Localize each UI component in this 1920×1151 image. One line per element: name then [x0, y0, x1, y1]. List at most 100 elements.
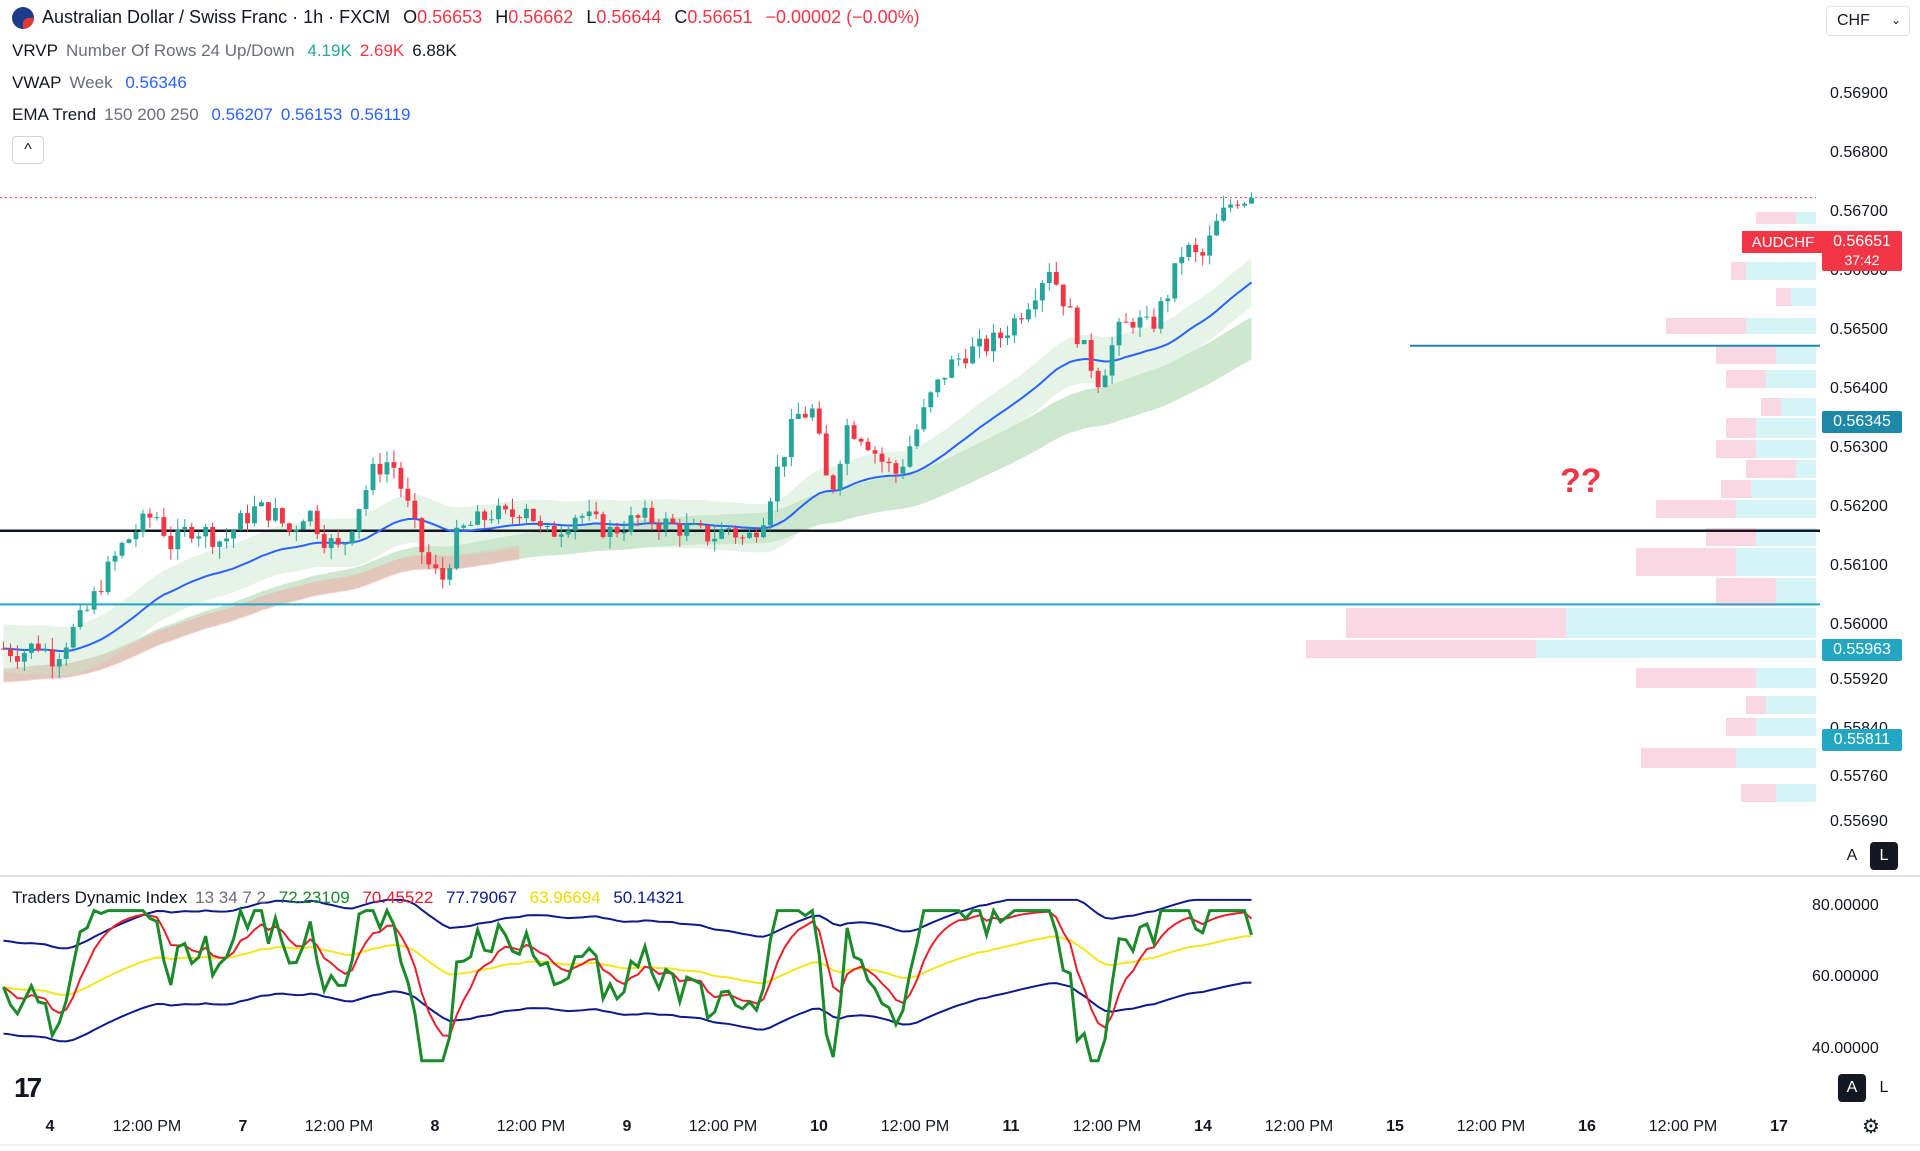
- time-axis-label: 17: [1770, 1118, 1788, 1135]
- tdi-log-scale-button[interactable]: L: [1879, 1079, 1889, 1096]
- vrvp-legend[interactable]: VRVP Number Of Rows 24 Up/Down 4.19K 2.69K…: [12, 40, 465, 62]
- candle-body: [572, 517, 578, 531]
- candle-body: [454, 527, 460, 569]
- currency-select[interactable]: CHF ⌄: [1826, 6, 1910, 36]
- tdi-v5: 50.14321: [613, 888, 685, 907]
- candle-body: [1081, 339, 1087, 345]
- vwap-level-tag: 0.56345: [1822, 411, 1902, 433]
- candle-body: [754, 532, 759, 538]
- candle-body: [370, 463, 376, 491]
- price-axis-label: 0.56700: [1830, 203, 1888, 220]
- vwap-band: [3, 258, 1252, 676]
- candle-body: [1249, 197, 1254, 204]
- price-axis-label: 0.56800: [1830, 144, 1888, 161]
- candle-body: [342, 543, 348, 545]
- candle-body: [767, 501, 773, 526]
- volume-profile-down-bar: [1726, 718, 1756, 736]
- volume-profile-down-bar: [1716, 440, 1756, 458]
- candle-body: [231, 530, 237, 539]
- bar-countdown: 37:42: [1844, 252, 1880, 268]
- candle-body: [405, 488, 411, 501]
- volume-profile-down-bar: [1636, 668, 1756, 688]
- candle-body: [70, 626, 76, 648]
- vrvp-params: Number Of Rows 24 Up/Down: [66, 41, 295, 60]
- candle-body: [328, 538, 334, 549]
- candle-body: [719, 528, 725, 539]
- candle-body: [851, 425, 857, 439]
- candle-body: [1032, 300, 1038, 310]
- volume-profile-down-bar: [1746, 460, 1796, 478]
- candle-body: [649, 507, 655, 524]
- candle-body: [607, 527, 613, 537]
- candle-body: [1207, 235, 1213, 256]
- candle-body: [293, 529, 299, 532]
- candle-body: [84, 609, 90, 611]
- candle-body: [126, 539, 132, 543]
- candle-body: [949, 359, 955, 378]
- candle-body: [419, 518, 425, 553]
- tdi-auto-scale-button[interactable]: A: [1838, 1074, 1866, 1102]
- candle-body: [1005, 335, 1010, 339]
- price-axis-label: 0.56500: [1830, 321, 1888, 338]
- candle-body: [1025, 309, 1031, 320]
- chevron-up-icon: ^: [24, 141, 32, 158]
- candle-body: [91, 591, 97, 610]
- ema-params: 150 200 250: [104, 105, 199, 124]
- candle-body: [1221, 207, 1227, 221]
- candle-body: [1158, 301, 1164, 329]
- candle-body: [1165, 298, 1171, 302]
- candle-body: [656, 523, 662, 531]
- ema-v3: 0.56119: [350, 105, 411, 124]
- volume-profile-down-bar: [1761, 398, 1781, 416]
- volume-profile-down-bar: [1716, 578, 1776, 606]
- tdi-upper-band: [3, 898, 1252, 950]
- candle-body: [691, 523, 697, 525]
- candle-body: [168, 535, 174, 550]
- time-axis-label: 12:00 PM: [1072, 1118, 1142, 1135]
- candle-body: [1172, 263, 1178, 299]
- volume-profile-down-bar: [1716, 346, 1776, 364]
- time-axis-label: 12:00 PM: [1456, 1118, 1526, 1135]
- candle-body: [670, 518, 676, 524]
- auto-scale-button[interactable]: A: [1846, 847, 1858, 864]
- candle-body: [740, 537, 745, 539]
- symbol-legend[interactable]: Australian Dollar / Swiss Franc · 1h · F…: [12, 6, 928, 30]
- volume-profile-down-bar: [1666, 318, 1746, 334]
- tdi-v3: 77.79067: [446, 888, 517, 907]
- volume-profile-up-bar: [1766, 696, 1816, 714]
- candle-body: [865, 441, 871, 451]
- candle-body: [1116, 321, 1122, 346]
- tdi-legend[interactable]: Traders Dynamic Index 13 34 7 2 72.23109 …: [12, 888, 692, 908]
- vrvp-up: 4.19K: [307, 41, 352, 60]
- candle-body: [433, 564, 439, 569]
- candle-body: [621, 531, 627, 534]
- candle-body: [265, 502, 271, 521]
- high-value: 0.56662: [508, 7, 574, 27]
- candle-body: [1144, 316, 1150, 318]
- collapse-legend-button[interactable]: ^: [12, 136, 44, 164]
- volume-profile-down-bar: [1756, 212, 1796, 224]
- vwap-legend[interactable]: VWAP Week 0.56346: [12, 72, 195, 94]
- candle-body: [56, 658, 62, 667]
- current-price: 0.56651: [1833, 233, 1891, 250]
- candle-body: [105, 561, 111, 593]
- candle-body: [21, 652, 27, 662]
- candle-body: [928, 392, 934, 408]
- candle-body: [635, 515, 641, 518]
- candle-body: [1137, 317, 1143, 328]
- candle-body: [119, 542, 125, 556]
- candle-body: [279, 508, 285, 524]
- log-scale-button[interactable]: L: [1870, 842, 1898, 870]
- candle-body: [963, 358, 969, 364]
- candle-body: [1, 648, 6, 650]
- candle-body: [1074, 307, 1080, 345]
- ema-legend[interactable]: EMA Trend 150 200 250 0.56207 0.56153 0.561…: [12, 104, 419, 126]
- volume-profile-down-bar: [1731, 262, 1746, 280]
- ema-v2: 0.56153: [280, 105, 343, 124]
- tdi-rsi-line: [2, 905, 1253, 1063]
- settings-gear-icon[interactable]: ⚙: [1862, 1116, 1880, 1138]
- candle-body: [900, 466, 906, 474]
- tradingview-logo-icon[interactable]: 17: [14, 1072, 42, 1103]
- open-value: 0.56653: [417, 7, 483, 27]
